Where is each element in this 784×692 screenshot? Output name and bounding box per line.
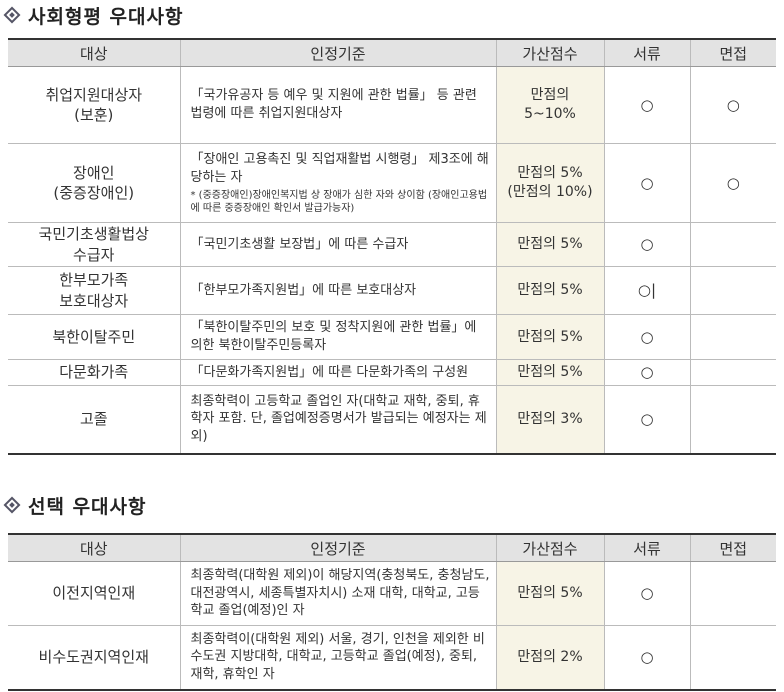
row-interview-mark xyxy=(690,561,776,626)
row-criteria: 최종학력이(대학원 제외) 서울, 경기, 인천을 제외한 비수도권 지방대학,… xyxy=(180,625,497,690)
header-score: 가산점수 xyxy=(496,534,605,562)
header-interview: 면접 xyxy=(690,534,776,562)
row-score: 만점의 2% xyxy=(496,625,605,690)
row-criteria: 최종학력(대학원 제외)이 해당지역(충청북도, 충청남도, 대전광역시, 세종… xyxy=(180,561,497,626)
row-criteria: 「국민기초생활 보장법」에 따른 수급자 xyxy=(180,222,497,267)
header-criteria: 인정기준 xyxy=(180,534,497,562)
social-equity-table: 대상 인정기준 가산점수 서류 면접 취업지원대상자 (보훈) 「국가유공자 등… xyxy=(8,38,776,455)
header-subject: 대상 xyxy=(8,534,181,562)
table-row: 비수도권지역인재 최종학력이(대학원 제외) 서울, 경기, 인천을 제외한 비… xyxy=(8,625,776,690)
row-criteria: 「다문화가족지원법」에 따른 다문화가족의 구성원 xyxy=(180,359,497,386)
row-subject: 국민기초생활법상 수급자 xyxy=(8,222,181,267)
table-row: 고졸 최종학력이 고등학교 졸업인 자(대학교 재학, 중퇴, 휴학자 포함. … xyxy=(8,385,776,454)
section-title-text: 선택 우대사항 xyxy=(28,495,147,518)
row-subject: 장애인 (중증장애인) xyxy=(8,143,181,223)
section-title-text: 사회형평 우대사항 xyxy=(28,5,184,28)
row-subject: 북한이탈주민 xyxy=(8,314,181,360)
row-documents-mark: ○ xyxy=(604,359,691,386)
diamond-bullet-icon xyxy=(3,496,21,514)
row-documents-mark: ○ xyxy=(604,66,691,144)
row-score: 만점의 5% xyxy=(496,266,605,315)
row-documents-mark: ○ xyxy=(604,314,691,360)
row-criteria: 「북한이탈주민의 보호 및 정착지원에 관한 법률」에 의한 북한이탈주민등록자 xyxy=(180,314,497,360)
row-criteria: 「한부모가족지원법」에 따른 보호대상자 xyxy=(180,266,497,315)
header-subject: 대상 xyxy=(8,39,181,67)
row-score: 만점의 5% xyxy=(496,561,605,626)
table-row: 이전지역인재 최종학력(대학원 제외)이 해당지역(충청북도, 충청남도, 대전… xyxy=(8,561,776,626)
row-subject: 고졸 xyxy=(8,385,181,454)
row-interview-mark xyxy=(690,359,776,386)
row-interview-mark xyxy=(690,314,776,360)
row-documents-mark: ○| xyxy=(604,266,691,315)
row-subject: 이전지역인재 xyxy=(8,561,181,626)
row-score: 만점의 5% xyxy=(496,314,605,360)
row-criteria-cell: 「장애인 고용촉진 및 직업재활법 시행령」 제3조에 해당하는 자 * (중증… xyxy=(180,143,497,223)
table-row: 한부모가족 보호대상자 「한부모가족지원법」에 따른 보호대상자 만점의 5% … xyxy=(8,266,776,315)
row-criteria: 「국가유공자 등 예우 및 지원에 관한 법률」 등 관련 법령에 따른 취업지… xyxy=(180,66,497,144)
row-documents-mark: ○ xyxy=(604,561,691,626)
row-score: 만점의 5% xyxy=(496,222,605,267)
row-subject: 비수도권지역인재 xyxy=(8,625,181,690)
section-title-social-equity: 사회형평 우대사항 xyxy=(0,2,183,28)
row-documents-mark: ○ xyxy=(604,385,691,454)
header-criteria: 인정기준 xyxy=(180,39,497,67)
row-interview-mark xyxy=(690,222,776,267)
diamond-bullet-icon xyxy=(3,6,21,24)
row-interview-mark xyxy=(690,266,776,315)
row-interview-mark: ○ xyxy=(690,66,776,144)
row-criteria: 최종학력이 고등학교 졸업인 자(대학교 재학, 중퇴, 휴학자 포함. 단, … xyxy=(180,385,497,454)
table-row: 취업지원대상자 (보훈) 「국가유공자 등 예우 및 지원에 관한 법률」 등 … xyxy=(8,66,776,144)
header-documents: 서류 xyxy=(604,39,691,67)
row-interview-mark xyxy=(690,625,776,690)
header-interview: 면접 xyxy=(690,39,776,67)
row-interview-mark: ○ xyxy=(690,143,776,223)
optional-preference-table: 대상 인정기준 가산점수 서류 면접 이전지역인재 최종학력(대학원 제외)이 … xyxy=(8,533,776,691)
header-score: 가산점수 xyxy=(496,39,605,67)
row-score: 만점의 5% (만점의 10%) xyxy=(496,143,605,223)
row-subject: 취업지원대상자 (보훈) xyxy=(8,66,181,144)
table-row: 국민기초생활법상 수급자 「국민기초생활 보장법」에 따른 수급자 만점의 5%… xyxy=(8,222,776,267)
table-header-row: 대상 인정기준 가산점수 서류 면접 xyxy=(8,534,776,562)
row-subject: 한부모가족 보호대상자 xyxy=(8,266,181,315)
row-documents-mark: ○ xyxy=(604,143,691,223)
section-title-optional: 선택 우대사항 xyxy=(0,492,147,518)
table-header-row: 대상 인정기준 가산점수 서류 면접 xyxy=(8,39,776,67)
row-interview-mark xyxy=(690,385,776,454)
header-documents: 서류 xyxy=(604,534,691,562)
row-criteria: 「장애인 고용촉진 및 직업재활법 시행령」 제3조에 해당하는 자 xyxy=(190,152,489,185)
row-score: 만점의 5% xyxy=(496,359,605,386)
row-score: 만점의 5~10% xyxy=(496,66,605,144)
table-row: 장애인 (중증장애인) 「장애인 고용촉진 및 직업재활법 시행령」 제3조에 … xyxy=(8,143,776,223)
row-score: 만점의 3% xyxy=(496,385,605,454)
table-row: 다문화가족 「다문화가족지원법」에 따른 다문화가족의 구성원 만점의 5% ○ xyxy=(8,359,776,386)
row-criteria-note: * (중증장애인)장애인복지법 상 장애가 심한 자와 상이함 (장애인고용법에… xyxy=(190,189,488,214)
row-documents-mark: ○ xyxy=(604,625,691,690)
table-row: 북한이탈주민 「북한이탈주민의 보호 및 정착지원에 관한 법률」에 의한 북한… xyxy=(8,314,776,360)
row-subject: 다문화가족 xyxy=(8,359,181,386)
row-documents-mark: ○ xyxy=(604,222,691,267)
